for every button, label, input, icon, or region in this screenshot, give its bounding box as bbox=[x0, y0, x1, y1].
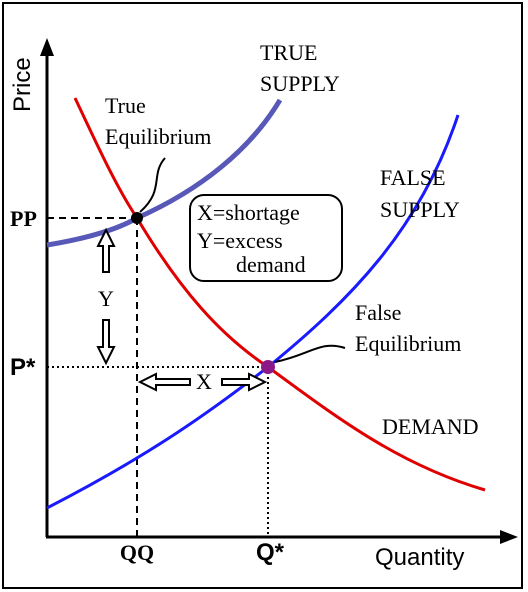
key-text: X=shortage Y=excess demand bbox=[197, 200, 306, 277]
demand-curve bbox=[73, 97, 486, 492]
y-axis-label: Price bbox=[9, 57, 36, 112]
key-line: X=shortage bbox=[197, 200, 300, 225]
key-line: Y=excess bbox=[197, 228, 283, 253]
label-line: FALSE bbox=[380, 165, 446, 190]
q-star-tick-label: Q* bbox=[256, 539, 285, 566]
x-gap-label: X bbox=[196, 369, 212, 394]
y-up-arrow bbox=[96, 227, 116, 273]
label-line: Equilibrium bbox=[355, 331, 461, 356]
x-axis-label: Quantity bbox=[375, 544, 464, 571]
qq-tick-label: QQ bbox=[120, 540, 154, 565]
x-right-arrow bbox=[221, 372, 268, 392]
label-line: SUPPLY bbox=[380, 197, 460, 222]
frame bbox=[2, 2, 523, 589]
key-box bbox=[189, 194, 343, 282]
label-line: Equilibrium bbox=[105, 124, 211, 149]
demand-label: DEMAND bbox=[382, 414, 479, 439]
y-axis-arrow bbox=[40, 38, 54, 56]
true-equilibrium-label: True Equilibrium bbox=[105, 93, 211, 149]
false-equilibrium-point bbox=[261, 360, 275, 374]
false-supply-label: FALSE SUPPLY bbox=[380, 165, 460, 222]
label-line: False bbox=[355, 300, 401, 325]
y-gap-label: Y bbox=[98, 286, 114, 311]
true-supply-curve bbox=[46, 98, 283, 248]
false-equilibrium-label: False Equilibrium bbox=[355, 300, 461, 356]
x-left-arrow bbox=[137, 372, 191, 392]
true-equilibrium-pointer bbox=[139, 157, 166, 213]
p-star-tick-label: P* bbox=[10, 354, 36, 381]
label-line: TRUE bbox=[260, 40, 317, 65]
label-line: SUPPLY bbox=[260, 71, 340, 96]
true-supply-label: TRUE SUPPLY bbox=[260, 40, 340, 96]
x-axis-arrow bbox=[500, 530, 518, 544]
key-line: demand bbox=[236, 252, 306, 277]
true-equilibrium-point bbox=[131, 212, 143, 224]
y-down-arrow bbox=[96, 319, 116, 366]
label-line: True bbox=[105, 93, 146, 118]
false-equilibrium-pointer bbox=[274, 344, 346, 363]
pp-tick-label: PP bbox=[10, 206, 37, 231]
